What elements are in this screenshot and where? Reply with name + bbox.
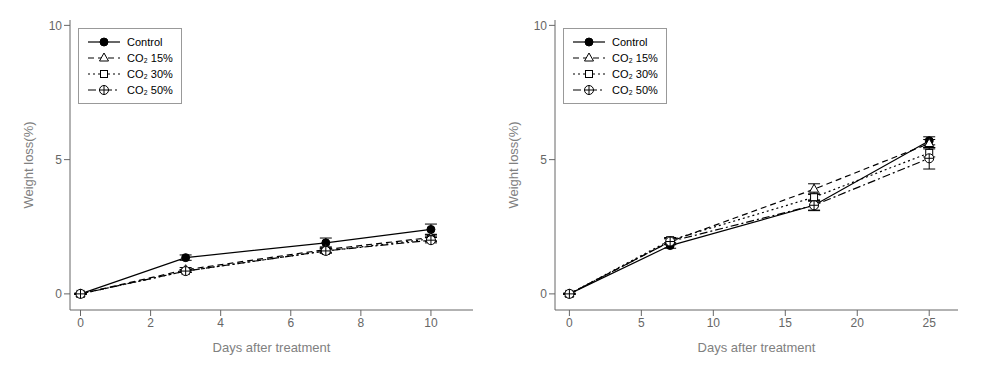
svg-text:8: 8 (358, 316, 365, 330)
svg-text:Weight loss(%): Weight loss(%) (506, 121, 521, 208)
svg-text:10: 10 (49, 19, 63, 33)
html-text:Control: Control (612, 36, 648, 48)
svg-text:25: 25 (923, 316, 937, 330)
html-text:CO₂ 15%: CO₂ 15% (127, 52, 173, 64)
svg-text:15: 15 (779, 316, 793, 330)
svg-text:Weight loss(%): Weight loss(%) (21, 121, 36, 208)
svg-text:Days after treatment: Days after treatment (213, 340, 331, 355)
svg-text:0: 0 (566, 316, 573, 330)
svg-text:5: 5 (638, 316, 645, 330)
svg-text:10: 10 (707, 316, 721, 330)
html-text:CO₂ 15%: CO₂ 15% (612, 52, 658, 64)
svg-text:2: 2 (147, 316, 154, 330)
html-text:Control: Control (127, 36, 163, 48)
svg-text:6: 6 (287, 316, 294, 330)
html-text:CO₂ 50%: CO₂ 50% (127, 84, 173, 96)
svg-text:0: 0 (55, 287, 62, 301)
svg-text:20: 20 (851, 316, 865, 330)
svg-text:4: 4 (217, 316, 224, 330)
svg-text:0: 0 (77, 316, 84, 330)
svg-text:5: 5 (55, 153, 62, 167)
html-text:CO₂ 50%: CO₂ 50% (612, 84, 658, 96)
svg-text:5: 5 (540, 153, 547, 167)
svg-text:0: 0 (540, 287, 547, 301)
svg-text:Days after treatment: Days after treatment (698, 340, 816, 355)
html-text:CO₂ 30%: CO₂ 30% (127, 68, 173, 80)
svg-text:10: 10 (424, 316, 438, 330)
svg-text:10: 10 (534, 19, 548, 33)
html-text:CO₂ 30%: CO₂ 30% (612, 68, 658, 80)
